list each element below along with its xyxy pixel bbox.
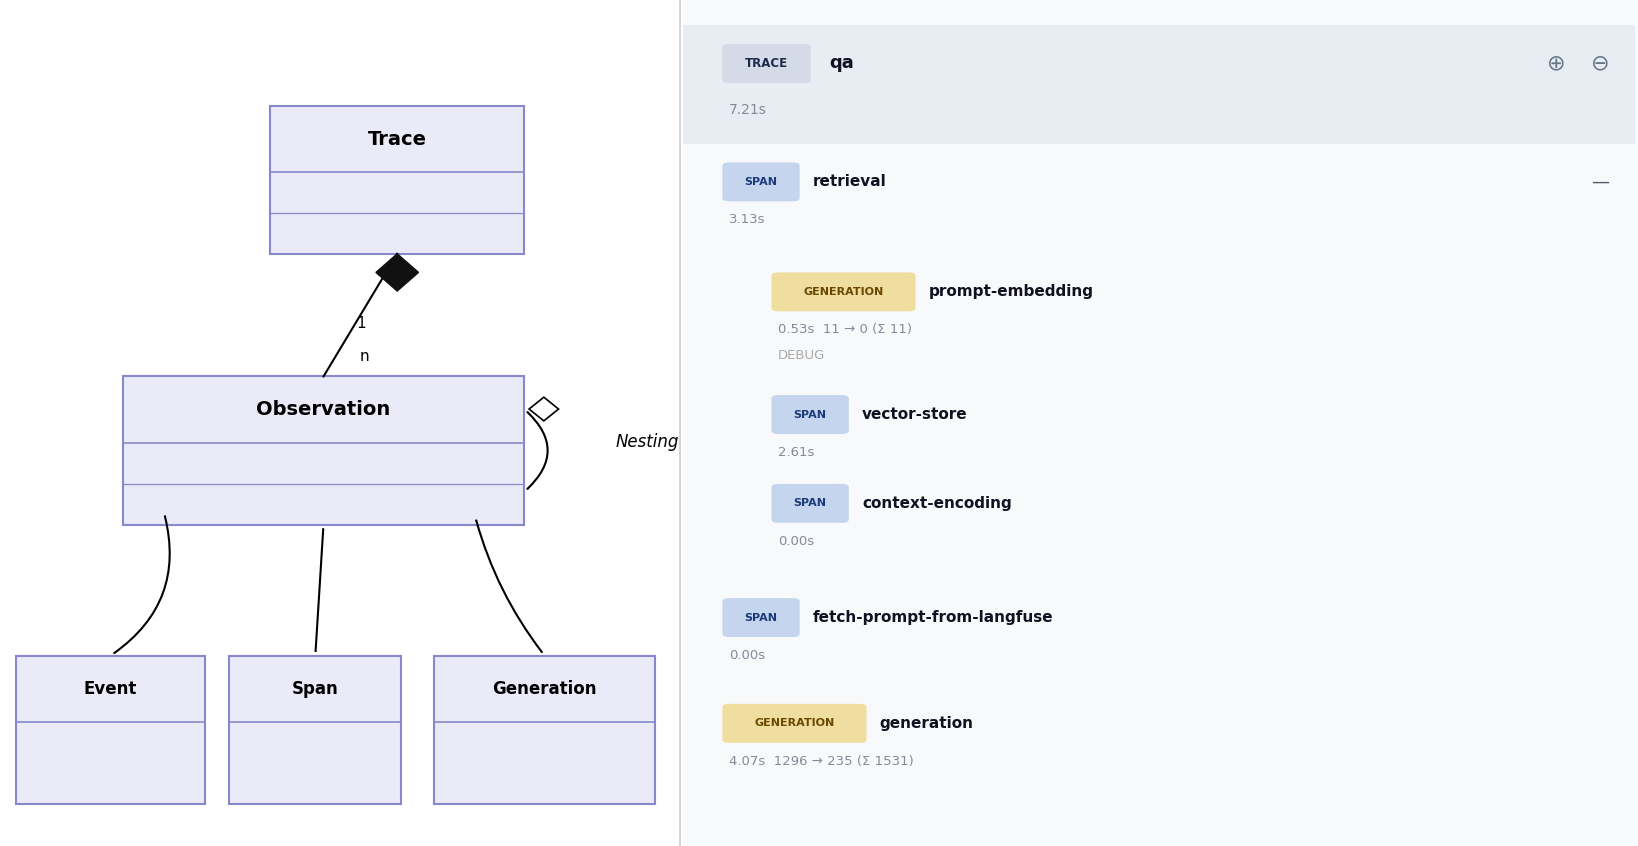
Text: prompt-embedding: prompt-embedding xyxy=(929,284,1094,299)
FancyBboxPatch shape xyxy=(771,484,848,523)
FancyBboxPatch shape xyxy=(683,0,1638,846)
Text: Span: Span xyxy=(292,680,339,698)
Text: Event: Event xyxy=(84,680,138,698)
Text: qa: qa xyxy=(829,54,853,73)
Text: Observation: Observation xyxy=(257,400,390,420)
Text: 0.00s: 0.00s xyxy=(778,535,814,548)
FancyBboxPatch shape xyxy=(771,395,848,434)
Text: 2.61s: 2.61s xyxy=(778,446,814,459)
Text: ⊕: ⊕ xyxy=(1546,53,1566,74)
Polygon shape xyxy=(375,254,419,291)
Text: SPAN: SPAN xyxy=(745,613,778,623)
Text: —: — xyxy=(1592,173,1609,191)
Text: 7.21s: 7.21s xyxy=(729,103,767,117)
Text: 0.53s  11 → 0 (Σ 11): 0.53s 11 → 0 (Σ 11) xyxy=(778,323,912,337)
Text: GENERATION: GENERATION xyxy=(804,287,883,297)
FancyBboxPatch shape xyxy=(434,656,655,804)
Text: fetch-prompt-from-langfuse: fetch-prompt-from-langfuse xyxy=(812,610,1053,625)
FancyArrowPatch shape xyxy=(316,529,323,651)
FancyBboxPatch shape xyxy=(683,25,1635,144)
Text: 0.00s: 0.00s xyxy=(729,649,765,662)
FancyArrowPatch shape xyxy=(527,412,547,489)
Text: TRACE: TRACE xyxy=(745,57,788,70)
Text: 4.07s  1296 → 235 (Σ 1531): 4.07s 1296 → 235 (Σ 1531) xyxy=(729,755,914,768)
FancyBboxPatch shape xyxy=(722,162,799,201)
FancyArrowPatch shape xyxy=(115,516,170,653)
FancyBboxPatch shape xyxy=(270,106,524,254)
Text: 1: 1 xyxy=(357,316,365,332)
Text: generation: generation xyxy=(880,716,973,731)
FancyBboxPatch shape xyxy=(16,656,205,804)
Text: SPAN: SPAN xyxy=(745,177,778,187)
Text: n: n xyxy=(360,349,369,364)
FancyBboxPatch shape xyxy=(771,272,916,311)
Text: ⊖: ⊖ xyxy=(1590,53,1610,74)
Text: DEBUG: DEBUG xyxy=(778,349,826,362)
Text: Generation: Generation xyxy=(493,680,596,698)
Text: Trace: Trace xyxy=(367,129,428,149)
Polygon shape xyxy=(529,398,559,421)
FancyBboxPatch shape xyxy=(123,376,524,525)
FancyArrowPatch shape xyxy=(477,520,542,652)
Text: SPAN: SPAN xyxy=(794,409,827,420)
Text: retrieval: retrieval xyxy=(812,174,886,190)
Text: Nesting: Nesting xyxy=(616,433,678,451)
FancyBboxPatch shape xyxy=(722,598,799,637)
FancyBboxPatch shape xyxy=(722,44,811,83)
Text: GENERATION: GENERATION xyxy=(755,718,834,728)
Text: 3.13s: 3.13s xyxy=(729,213,765,227)
Text: context-encoding: context-encoding xyxy=(862,496,1012,511)
FancyBboxPatch shape xyxy=(229,656,401,804)
Text: vector-store: vector-store xyxy=(862,407,968,422)
Text: SPAN: SPAN xyxy=(794,498,827,508)
FancyBboxPatch shape xyxy=(722,704,867,743)
